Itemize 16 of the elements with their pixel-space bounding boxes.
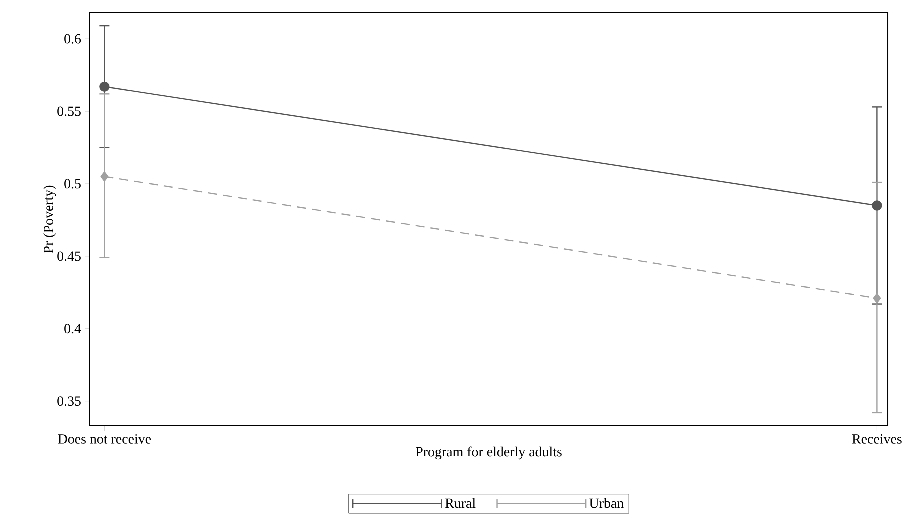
y-tick-label: 0.6 [64, 34, 82, 44]
y-axis-title: Pr (Poverty) [44, 186, 56, 254]
x-tick-label: Receives [852, 434, 902, 444]
point [873, 293, 882, 304]
x-axis-title: Program for elderly adults [416, 446, 562, 460]
y-tick-label: 0.4 [64, 324, 82, 334]
point [872, 200, 882, 211]
y-tick-label: 0.35 [58, 396, 81, 406]
legend-label: Urban [590, 498, 624, 508]
y-tick-label: 0.55 [58, 106, 81, 116]
y-tick-label: 0.45 [58, 252, 81, 262]
point [100, 82, 110, 92]
y-tick-label: 0.5 [64, 179, 81, 189]
legend-label: Rural [445, 498, 476, 508]
x-tick-label: Does not receive [58, 434, 152, 444]
point [100, 172, 109, 182]
